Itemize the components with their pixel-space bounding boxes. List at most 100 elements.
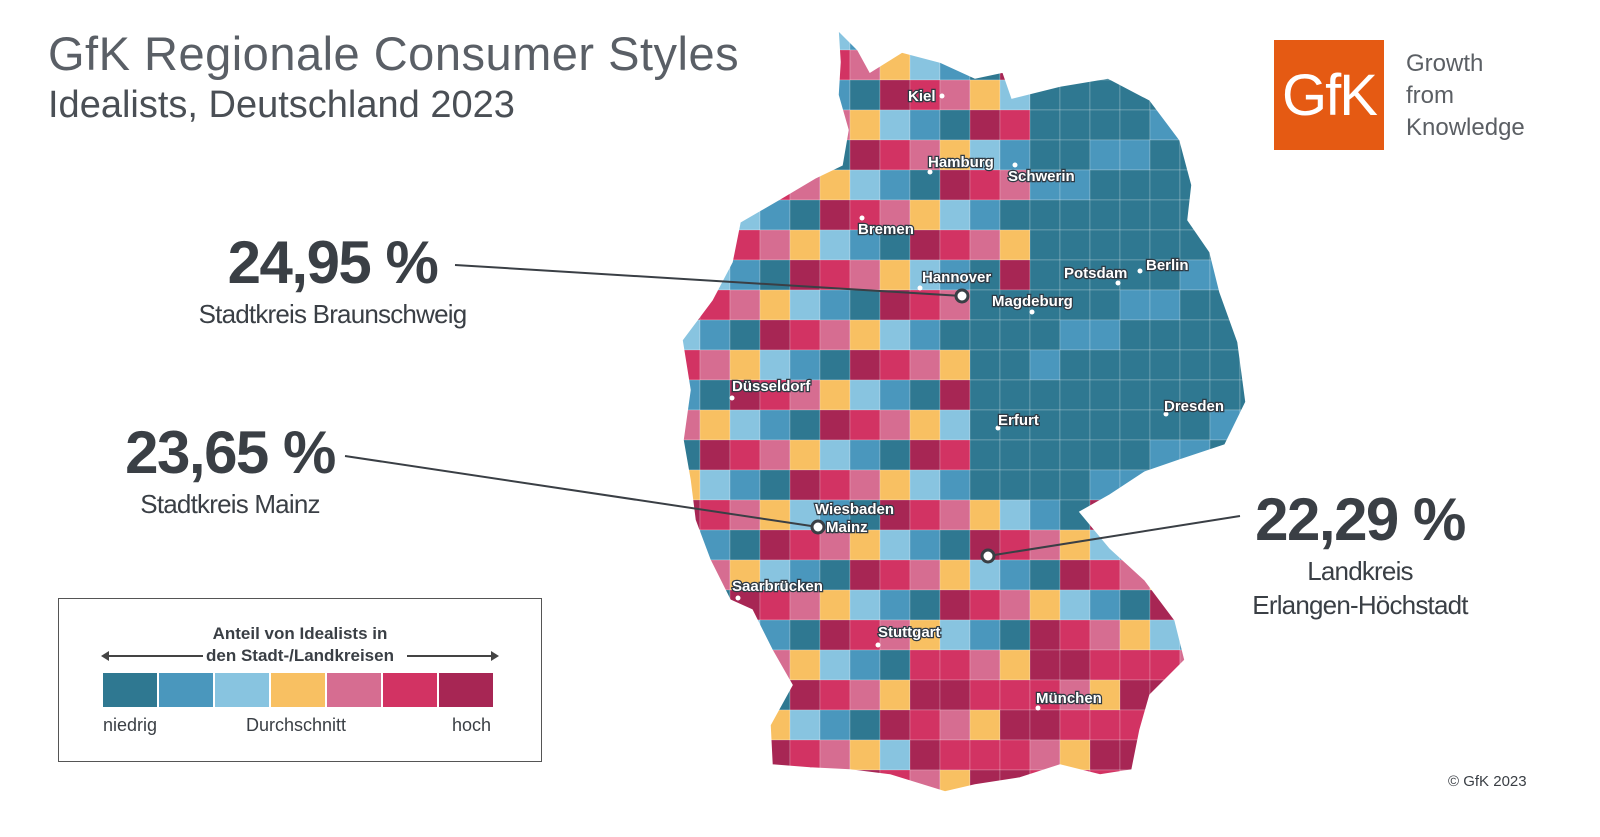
district-cell (729, 319, 761, 351)
district-cell (759, 79, 791, 111)
city-label-magdeburg: Magdeburg (992, 293, 1073, 310)
district-cell (789, 529, 821, 561)
district-cell (1239, 649, 1246, 681)
district-cell (1239, 79, 1246, 111)
district-cell (939, 30, 971, 51)
district-cell (969, 79, 1001, 111)
district-cell (879, 319, 911, 351)
marker-braunschweig (954, 288, 970, 304)
district-cell (729, 139, 761, 171)
district-cell (1209, 229, 1241, 261)
district-cell (879, 649, 911, 681)
district-cell (969, 30, 1001, 51)
district-cell (1059, 559, 1091, 591)
district-cell (1179, 619, 1211, 651)
legend-swatch (103, 673, 157, 707)
district-cell (999, 259, 1031, 291)
city-labels: Kiel Hamburg Schwerin Bremen Hannover Po… (729, 87, 1225, 711)
city-dot-magdeburg (1029, 309, 1035, 315)
city-label-erfurt: Erfurt (998, 412, 1039, 429)
district-cell (1119, 559, 1151, 591)
district-cell (999, 769, 1031, 792)
city-dot-potsdam (1115, 280, 1121, 286)
district-cell (699, 559, 731, 591)
district-cell (819, 709, 851, 741)
district-cell (759, 109, 791, 141)
leader-line-erlangen (987, 515, 1241, 557)
district-cell (1029, 619, 1061, 651)
district-cell (699, 439, 731, 471)
district-cell (999, 169, 1031, 201)
city-label-schwerin: Schwerin (1008, 168, 1075, 185)
district-cell (1239, 199, 1246, 231)
district-cell (939, 199, 971, 231)
district-cell (1029, 469, 1061, 501)
district-cell (1059, 439, 1091, 471)
district-cell (729, 439, 761, 471)
district-cell (999, 679, 1031, 711)
legend-swatch (215, 673, 269, 707)
district-cell (1149, 109, 1181, 141)
district-cell (939, 739, 971, 771)
district-cell (1119, 709, 1151, 741)
city-dot-kiel (939, 93, 945, 99)
city-dot-saarbruecken (735, 595, 741, 601)
city-label-saarbruecken: Saarbrücken (732, 578, 823, 595)
district-cell (969, 379, 1001, 411)
city-label-dresden: Dresden (1164, 398, 1224, 415)
callout-value: 22,29 % (1255, 486, 1466, 553)
district-cell (1119, 679, 1151, 711)
district-cell (1089, 199, 1121, 231)
district-cell (789, 139, 821, 171)
district-cell (909, 259, 941, 291)
legend-swatch (327, 673, 381, 707)
district-cell (909, 739, 941, 771)
district-cell (699, 679, 731, 711)
district-cell (1029, 559, 1061, 591)
district-cell (1209, 139, 1241, 171)
district-cell (969, 589, 1001, 621)
district-cell (819, 529, 851, 561)
district-cell (729, 409, 761, 441)
district-cell (682, 589, 701, 621)
district-cell (879, 349, 911, 381)
district-cell (1149, 319, 1181, 351)
district-cell (1029, 499, 1061, 531)
district-cell (1209, 649, 1241, 681)
district-cell (969, 349, 1001, 381)
district-cell (759, 49, 791, 81)
district-cell (819, 589, 851, 621)
district-cell (1059, 30, 1091, 51)
district-cell (1059, 409, 1091, 441)
district-cell (909, 319, 941, 351)
district-cell (819, 169, 851, 201)
district-cell (1089, 739, 1121, 771)
district-cell (729, 349, 761, 381)
district-cell (939, 259, 971, 291)
district-cell (1209, 619, 1241, 651)
district-cell (999, 30, 1031, 51)
callout-label: Stadtkreis Braunschweig (198, 299, 468, 329)
district-cell (1209, 169, 1241, 201)
district-cell (699, 619, 731, 651)
district-cell (1149, 49, 1181, 81)
district-cell (759, 319, 791, 351)
district-cell (939, 79, 971, 111)
district-cell (1029, 289, 1061, 321)
district-cell (699, 739, 731, 771)
city-dot-berlin (1137, 268, 1143, 274)
city-dot-stuttgart (875, 642, 881, 648)
district-cell (1149, 679, 1181, 711)
district-cell (969, 439, 1001, 471)
district-cell (879, 529, 911, 561)
district-cell (939, 619, 971, 651)
district-cell (939, 169, 971, 201)
district-cell (879, 469, 911, 501)
district-cell (789, 319, 821, 351)
district-cell (1059, 319, 1091, 351)
district-cell (969, 649, 1001, 681)
callout-label: Landkreis (1307, 556, 1413, 586)
callout-value: 24,95 % (227, 229, 439, 296)
district-cell (879, 739, 911, 771)
district-cell (759, 139, 791, 171)
